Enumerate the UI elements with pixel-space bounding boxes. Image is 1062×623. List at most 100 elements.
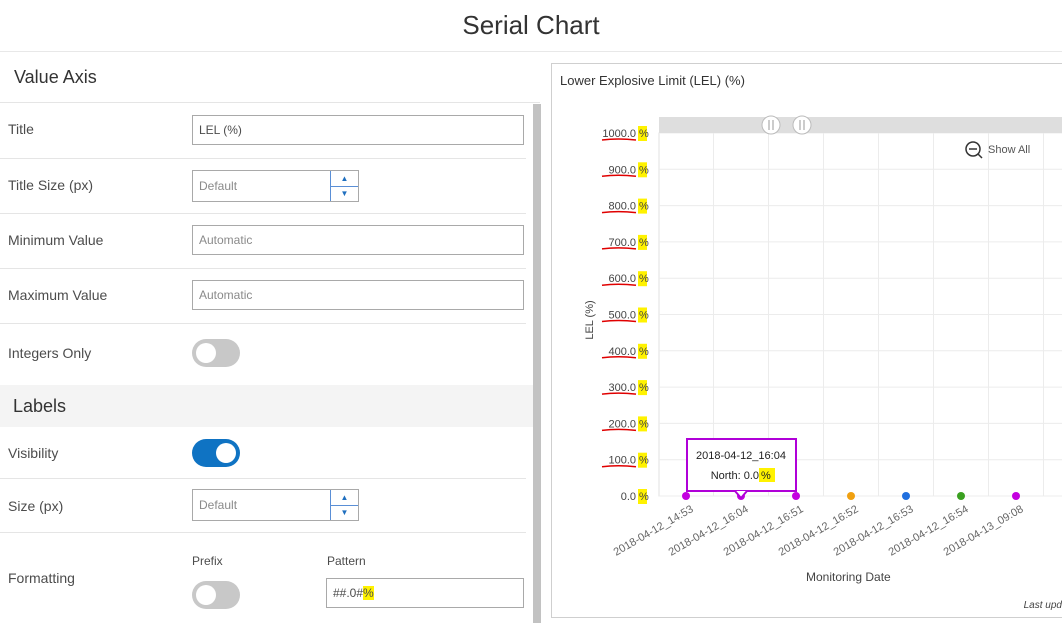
- minimum-value-row: Minimum Value Automatic: [0, 214, 526, 269]
- pattern-value: ##.0#: [333, 586, 364, 600]
- y-tick-highlight: [638, 234, 647, 250]
- decrement-icon[interactable]: ▼: [340, 508, 349, 517]
- show-all-button[interactable]: Show All: [965, 141, 1030, 159]
- y-tick-highlight: [638, 489, 647, 504]
- visibility-label: Visibility: [8, 445, 59, 461]
- y-tick-label: 400.0: [608, 346, 636, 358]
- y-tick-unit: %: [639, 237, 649, 249]
- scroll-handle-right[interactable]: [792, 115, 812, 135]
- label-size-row: Size (px) Default ▲ ▼: [0, 479, 526, 533]
- maximum-value-input[interactable]: Automatic: [192, 280, 524, 310]
- last-updated-text: Last upd: [1023, 600, 1062, 611]
- y-tick-label: 700.0: [608, 237, 636, 249]
- maximum-value-row: Maximum Value Automatic: [0, 269, 526, 324]
- y-tick-underline: [601, 174, 637, 178]
- y-tick-unit: %: [639, 273, 649, 285]
- x-axis-title: Monitoring Date: [806, 570, 891, 584]
- increment-icon[interactable]: ▲: [331, 171, 358, 187]
- title-input[interactable]: LEL (%): [192, 115, 524, 145]
- y-tick-underline: [601, 210, 637, 214]
- increment-icon[interactable]: ▲: [331, 490, 358, 506]
- y-tick-highlight: [638, 126, 647, 141]
- y-tick-label: 500.0: [608, 310, 636, 322]
- tooltip: 2018-04-12_16:04 North: 0.0 %: [686, 438, 797, 500]
- y-tick-highlight: [638, 307, 647, 323]
- title-row: Title LEL (%): [0, 103, 526, 159]
- prefix-toggle[interactable]: [192, 581, 240, 609]
- y-tick-highlight: [638, 343, 647, 359]
- label-size-value: Default: [199, 498, 238, 512]
- y-tick-unit: %: [639, 491, 649, 503]
- title-size-stepper[interactable]: Default ▲ ▼: [192, 170, 359, 202]
- data-point[interactable]: [847, 492, 855, 500]
- title-label: Title: [8, 121, 34, 137]
- y-tick-label: 200.0: [608, 418, 636, 430]
- minimum-value-label: Minimum Value: [8, 232, 104, 248]
- settings-scrollbar[interactable]: [533, 104, 541, 623]
- y-tick-label: 600.0: [608, 273, 636, 285]
- page-title: Serial Chart: [462, 10, 600, 40]
- data-point[interactable]: [957, 492, 965, 500]
- chart-title: Lower Explosive Limit (LEL) (%): [560, 73, 745, 88]
- data-point[interactable]: [902, 492, 910, 500]
- data-point[interactable]: [682, 492, 690, 500]
- minimum-value-input[interactable]: Automatic: [192, 225, 524, 255]
- title-size-label: Title Size (px): [8, 177, 94, 193]
- label-size-stepper[interactable]: Default ▲ ▼: [192, 489, 359, 521]
- y-tick-underline: [601, 138, 637, 141]
- show-all-label[interactable]: Show All: [988, 144, 1030, 156]
- pattern-input[interactable]: ##.0#%: [326, 578, 524, 608]
- zoom-out-icon[interactable]: [965, 141, 981, 157]
- formatting-row: Formatting Prefix Pattern ##.0#%: [0, 533, 526, 623]
- y-tick-label: 900.0: [608, 164, 636, 176]
- integers-only-toggle[interactable]: [192, 339, 240, 367]
- y-tick-label: 0.0: [621, 491, 636, 503]
- y-tick-highlight: [638, 380, 647, 396]
- y-tick-underline: [601, 247, 637, 250]
- pattern-suffix-highlight: %: [363, 586, 374, 600]
- y-tick-underline: [601, 283, 637, 286]
- title-size-row: Title Size (px) Default ▲ ▼: [0, 159, 526, 214]
- visibility-toggle[interactable]: [192, 439, 240, 467]
- maximum-value-label: Maximum Value: [8, 287, 108, 303]
- y-tick-highlight: [638, 162, 647, 178]
- y-tick-unit: %: [639, 310, 649, 322]
- value-axis-heading: Value Axis: [0, 52, 540, 103]
- tooltip-value: North: 0.0: [711, 470, 759, 482]
- labels-heading: Labels: [0, 385, 539, 427]
- pattern-label: Pattern: [327, 554, 366, 568]
- y-tick-unit: %: [639, 455, 649, 467]
- formatting-label: Formatting: [8, 570, 75, 586]
- prefix-label: Prefix: [192, 554, 223, 568]
- y-tick-unit: %: [639, 164, 649, 176]
- y-tick-label: 100.0: [608, 455, 636, 467]
- y-tick-underline: [601, 464, 637, 468]
- visibility-row: Visibility: [0, 428, 526, 479]
- chart-svg: Show All 1000.0 %900.0 %800.0 %700.0 %600.0%…: [601, 115, 1062, 559]
- header-divider: [0, 51, 1062, 52]
- y-tick-underline: [601, 428, 637, 432]
- chart-preview: Lower Explosive Limit (LEL) (%) LEL (%) …: [551, 63, 1062, 618]
- scroll-handle-left[interactable]: [761, 115, 781, 135]
- integers-only-row: Integers Only: [0, 324, 526, 384]
- y-tick-unit: %: [639, 418, 649, 430]
- decrement-icon[interactable]: ▼: [340, 189, 349, 198]
- y-tick-highlight: [638, 271, 647, 287]
- tooltip-value-suffix: %: [761, 470, 771, 482]
- y-tick-highlight: [638, 452, 647, 468]
- scrollbar-track[interactable]: [659, 117, 1062, 133]
- y-tick-label: 300.0: [608, 382, 636, 394]
- y-tick-underline: [601, 319, 637, 323]
- y-tick-label: 1000.0: [602, 128, 636, 140]
- y-tick-unit: %: [639, 382, 649, 394]
- label-size-label: Size (px): [8, 498, 64, 514]
- y-tick-unit: %: [639, 128, 649, 140]
- settings-panel: Value Axis Title LEL (%) Title Size (px)…: [0, 52, 540, 623]
- y-tick-unit: %: [639, 346, 649, 358]
- data-point[interactable]: [792, 492, 800, 500]
- y-tick-underline: [601, 356, 637, 359]
- y-tick-underline: [601, 392, 637, 395]
- y-tick-label: 800.0: [608, 201, 636, 213]
- y-tick-highlight: [638, 198, 647, 214]
- data-point[interactable]: [1012, 492, 1020, 500]
